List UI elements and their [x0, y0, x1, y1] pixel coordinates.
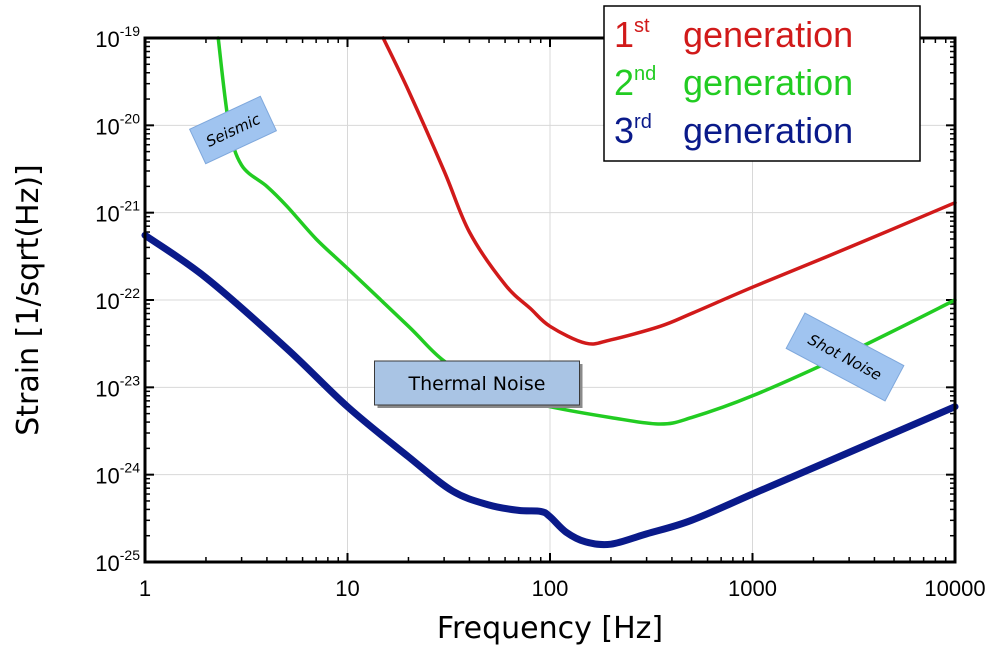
- y-axis-label: Strain [1/sqrt(Hz)]: [11, 164, 46, 436]
- legend-entry-3: 3rd generation: [614, 110, 853, 151]
- legend-entry-1: 1st generation: [614, 14, 853, 55]
- y-tick-label: 10-25: [95, 547, 140, 576]
- y-tick-label: 10-23: [95, 372, 140, 401]
- label-box: [188, 95, 278, 165]
- seismic-label: Seismic: [188, 95, 278, 165]
- y-tick-label: 10-19: [95, 23, 140, 52]
- y-tick-label: 10-22: [95, 285, 140, 314]
- label-box: [785, 312, 905, 402]
- legend-box: [603, 5, 921, 162]
- x-tick-label: 1: [139, 576, 151, 601]
- y-tick-label: 10-20: [95, 110, 140, 139]
- x-tick-label: 1000: [728, 576, 777, 601]
- x-axis-label: Frequency [Hz]: [437, 611, 663, 646]
- legend-entry-2: 2nd generation: [614, 62, 853, 103]
- plot-frame: [143, 36, 957, 564]
- thermal-noise-label: Thermal Noise: [374, 360, 583, 408]
- x-tick-label: 10000: [924, 576, 985, 601]
- series-line-1: [381, 36, 957, 346]
- legend: 1st generation 2nd generation 3rd generation: [603, 5, 921, 162]
- y-tick-label: 10-21: [95, 198, 140, 227]
- x-tick-label: 100: [532, 576, 569, 601]
- series-line-3: [141, 231, 959, 549]
- label-box: [374, 360, 580, 406]
- y-tick-label: 10-24: [95, 460, 140, 489]
- label-text: Thermal Noise: [408, 373, 546, 395]
- x-tick-label: 10: [335, 576, 359, 601]
